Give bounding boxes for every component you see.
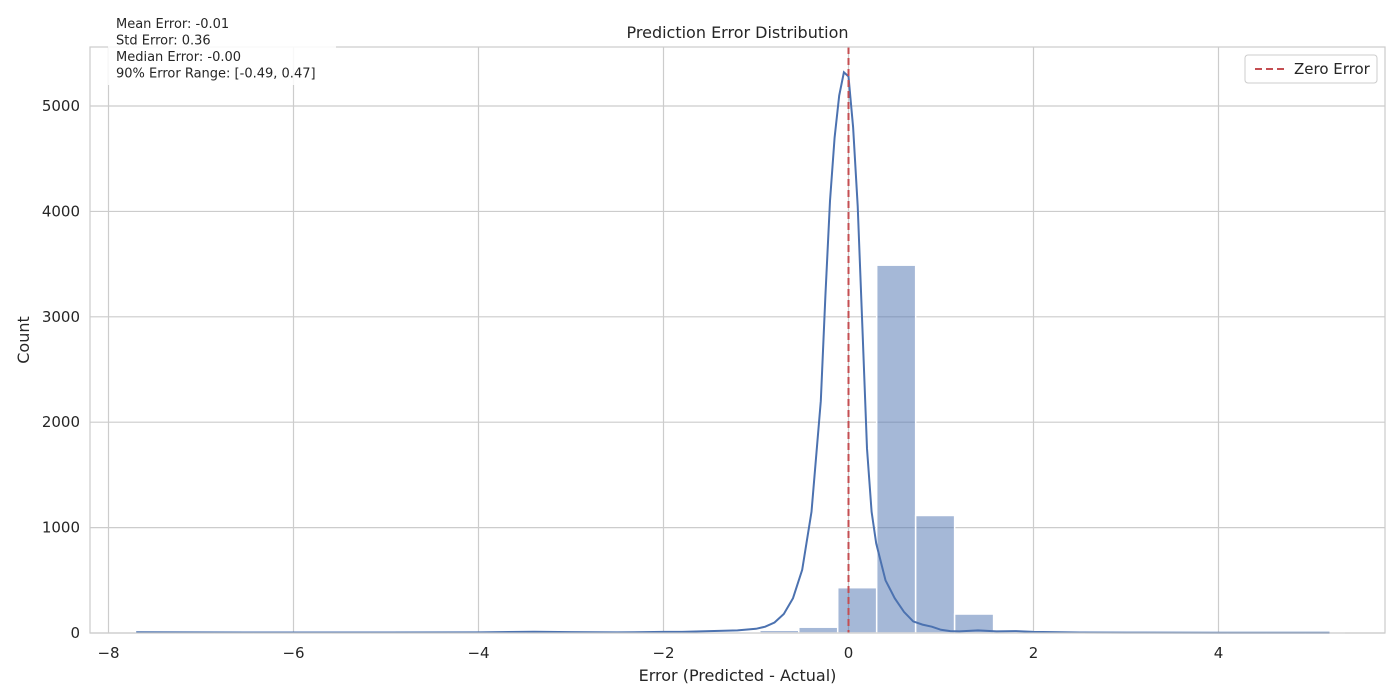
stats-box-background <box>108 11 336 85</box>
x-axis-label: Error (Predicted - Actual) <box>639 666 837 685</box>
x-tick-label: −8 <box>97 644 119 662</box>
histogram-bar <box>836 586 878 634</box>
x-tick-label: 0 <box>844 644 854 662</box>
kde-curve <box>136 70 1330 634</box>
y-tick-label: 1000 <box>42 519 80 537</box>
legend-frame <box>1244 54 1378 84</box>
x-tick-label: −6 <box>282 644 304 662</box>
legend: Zero Error <box>1244 54 1378 84</box>
stats-std-error: Std Error: 0.36 <box>116 34 211 49</box>
y-tick-label: 5000 <box>42 97 80 115</box>
chart-title: Prediction Error Distribution <box>627 23 849 42</box>
grid-lines <box>90 47 1385 634</box>
x-tick-label: −4 <box>467 644 489 662</box>
y-tick-label: 2000 <box>42 413 80 431</box>
plot-frame <box>89 46 1386 634</box>
x-tick-label: 2 <box>1029 644 1039 662</box>
stats-median-error: Median Error: -0.00 <box>116 50 241 65</box>
histogram-bar <box>797 626 839 634</box>
x-axis-ticks: −8 −6 −4 −2 0 2 4 <box>97 644 1223 662</box>
y-tick-label: 0 <box>70 624 80 642</box>
y-axis-label: Count <box>14 316 33 364</box>
plot-area <box>90 47 1385 633</box>
y-tick-label: 3000 <box>42 308 80 326</box>
stats-mean-error: Mean Error: -0.01 <box>116 17 229 32</box>
x-tick-label: −2 <box>652 644 674 662</box>
histogram-bar <box>875 264 917 634</box>
stats-box: Mean Error: -0.01 Std Error: 0.36 Median… <box>108 11 336 85</box>
histogram-bar <box>914 514 956 634</box>
x-tick-label: 4 <box>1214 644 1224 662</box>
stats-error-range: 90% Error Range: [-0.49, 0.47] <box>116 67 316 82</box>
y-axis-ticks: 0 1000 2000 3000 4000 5000 <box>42 97 80 642</box>
y-tick-label: 4000 <box>42 202 80 220</box>
legend-zero-error-label: Zero Error <box>1294 60 1371 78</box>
